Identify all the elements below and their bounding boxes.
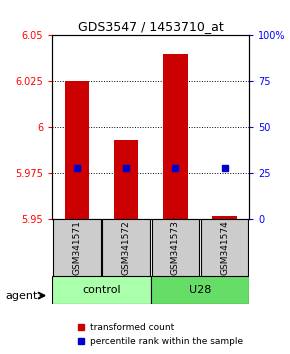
FancyBboxPatch shape (53, 219, 101, 276)
Text: GSM341572: GSM341572 (122, 221, 131, 275)
Bar (114, 140, 139, 219)
Text: U28: U28 (189, 285, 211, 295)
Text: agent: agent (6, 291, 38, 301)
Text: control: control (82, 285, 121, 295)
FancyBboxPatch shape (152, 219, 199, 276)
FancyBboxPatch shape (201, 219, 249, 276)
Title: GDS3547 / 1453710_at: GDS3547 / 1453710_at (78, 20, 224, 33)
Text: GSM341573: GSM341573 (171, 220, 180, 275)
Legend: transformed count, percentile rank within the sample: transformed count, percentile rank withi… (72, 320, 246, 349)
Bar (163, 54, 188, 219)
Bar (64, 81, 89, 219)
Text: GSM341574: GSM341574 (220, 221, 229, 275)
FancyBboxPatch shape (102, 219, 150, 276)
Text: GSM341571: GSM341571 (72, 220, 81, 275)
Bar (213, 216, 237, 219)
FancyBboxPatch shape (151, 276, 249, 304)
FancyBboxPatch shape (52, 276, 151, 304)
